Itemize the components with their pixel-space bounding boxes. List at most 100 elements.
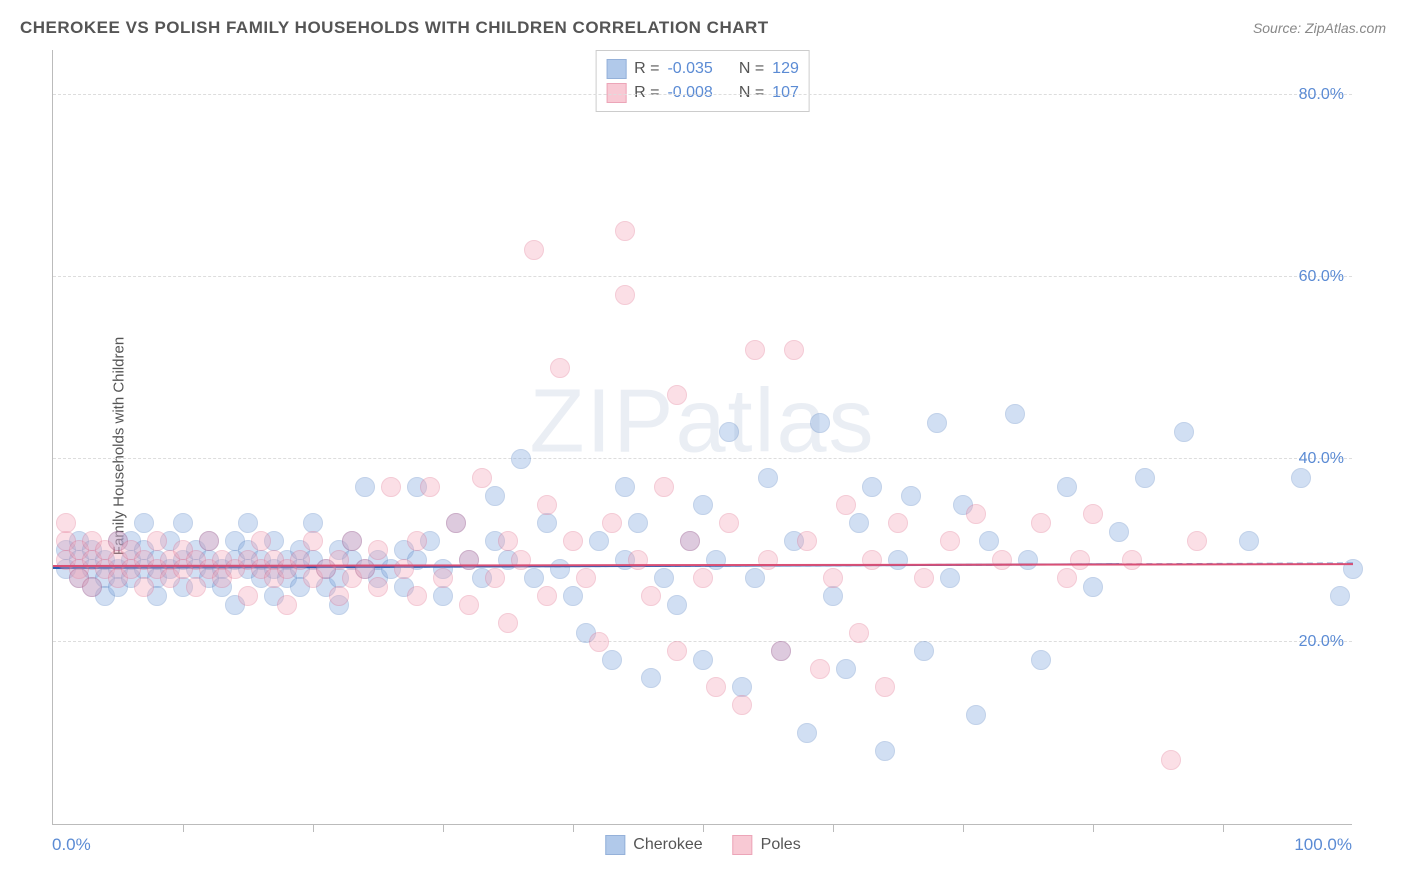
data-point xyxy=(407,586,427,606)
legend-item-poles: Poles xyxy=(733,835,801,855)
data-point xyxy=(1291,468,1311,488)
data-point xyxy=(667,641,687,661)
stat-n-label: N = xyxy=(739,60,764,78)
x-tick xyxy=(703,824,704,832)
data-point xyxy=(823,568,843,588)
data-point xyxy=(498,613,518,633)
data-point xyxy=(628,550,648,570)
data-point xyxy=(836,659,856,679)
data-point xyxy=(82,577,102,597)
data-point xyxy=(615,221,635,241)
data-point xyxy=(758,468,778,488)
data-point xyxy=(1135,468,1155,488)
data-point xyxy=(771,641,791,661)
data-point xyxy=(134,577,154,597)
data-point xyxy=(797,531,817,551)
data-point xyxy=(550,559,570,579)
stats-row-cherokee: R = -0.035 N = 129 xyxy=(606,57,799,81)
data-point xyxy=(745,568,765,588)
data-point xyxy=(186,577,206,597)
data-point xyxy=(433,568,453,588)
x-tick xyxy=(573,824,574,832)
data-point xyxy=(862,477,882,497)
data-point xyxy=(563,586,583,606)
data-point xyxy=(56,513,76,533)
data-point xyxy=(706,677,726,697)
data-point xyxy=(693,568,713,588)
data-point xyxy=(134,513,154,533)
data-point xyxy=(784,340,804,360)
data-point xyxy=(979,531,999,551)
x-tick xyxy=(1093,824,1094,832)
data-point xyxy=(732,695,752,715)
data-point xyxy=(355,477,375,497)
bottom-legend: Cherokee Poles xyxy=(605,835,800,855)
data-point xyxy=(1031,650,1051,670)
data-point xyxy=(485,568,505,588)
data-point xyxy=(693,650,713,670)
data-point xyxy=(823,586,843,606)
data-point xyxy=(342,531,362,551)
data-point xyxy=(459,550,479,570)
data-point xyxy=(563,531,583,551)
data-point xyxy=(1122,550,1142,570)
data-point xyxy=(914,641,934,661)
data-point xyxy=(589,531,609,551)
x-tick xyxy=(1223,824,1224,832)
x-tick xyxy=(963,824,964,832)
data-point xyxy=(810,413,830,433)
data-point xyxy=(732,677,752,697)
data-point xyxy=(836,495,856,515)
x-tick xyxy=(443,824,444,832)
data-point xyxy=(680,531,700,551)
data-point xyxy=(589,632,609,652)
data-point xyxy=(745,340,765,360)
data-point xyxy=(966,504,986,524)
data-point xyxy=(1330,586,1350,606)
data-point xyxy=(355,559,375,579)
gridline xyxy=(53,94,1352,95)
data-point xyxy=(459,595,479,615)
data-point xyxy=(277,595,297,615)
data-point xyxy=(940,531,960,551)
data-point xyxy=(251,531,271,551)
data-point xyxy=(875,677,895,697)
y-tick-label: 80.0% xyxy=(1299,86,1344,104)
legend-label: Cherokee xyxy=(633,836,702,854)
data-point xyxy=(537,513,557,533)
data-point xyxy=(537,586,557,606)
data-point xyxy=(641,586,661,606)
data-point xyxy=(1161,750,1181,770)
data-point xyxy=(537,495,557,515)
data-point xyxy=(849,513,869,533)
data-point xyxy=(615,477,635,497)
x-max-label: 100.0% xyxy=(1294,835,1352,855)
data-point xyxy=(875,741,895,761)
data-point xyxy=(1239,531,1259,551)
data-point xyxy=(147,531,167,551)
stats-box: R = -0.035 N = 129 R = -0.008 N = 107 xyxy=(595,50,810,112)
swatch-cherokee xyxy=(605,835,625,855)
data-point xyxy=(238,513,258,533)
data-point xyxy=(966,705,986,725)
data-point xyxy=(524,240,544,260)
x-tick xyxy=(833,824,834,832)
data-point xyxy=(511,550,531,570)
scatter-plot: ZIPatlas R = -0.035 N = 129 R = -0.008 N… xyxy=(52,50,1352,825)
data-point xyxy=(498,531,518,551)
data-point xyxy=(576,568,596,588)
data-point xyxy=(303,531,323,551)
data-point xyxy=(667,385,687,405)
data-point xyxy=(641,668,661,688)
gridline xyxy=(53,458,1352,459)
y-tick-label: 60.0% xyxy=(1299,268,1344,286)
data-point xyxy=(1109,522,1129,542)
data-point xyxy=(1070,550,1090,570)
data-point xyxy=(602,513,622,533)
data-point xyxy=(173,513,193,533)
x-tick xyxy=(183,824,184,832)
data-point xyxy=(303,513,323,533)
data-point xyxy=(810,659,830,679)
data-point xyxy=(888,550,908,570)
data-point xyxy=(927,413,947,433)
